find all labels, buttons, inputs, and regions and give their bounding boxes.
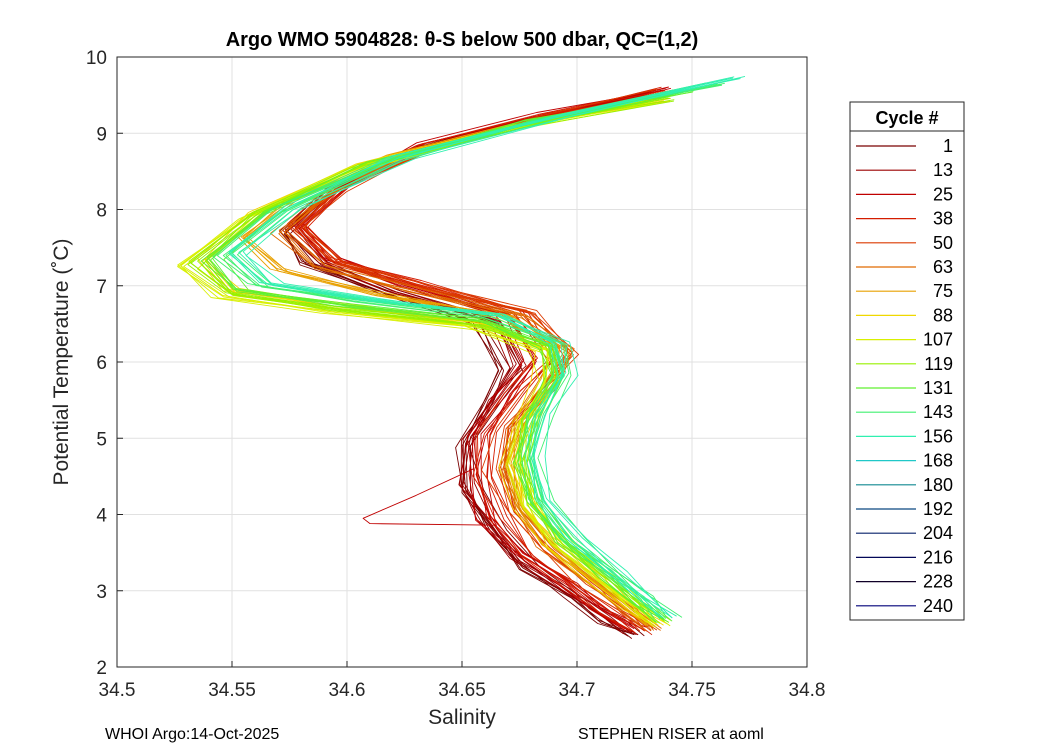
profile-line-cycle-156 <box>228 76 735 618</box>
legend-label: 143 <box>923 402 953 422</box>
legend-label: 38 <box>933 209 953 229</box>
legend: Cycle # 1 13 25 38 50 63 75 88 107 119 131 143 156 16… <box>849 101 965 621</box>
y-tick-label: 3 <box>96 582 107 603</box>
y-axis-label: Potential Temperature (˚C) <box>50 238 73 485</box>
legend-label: 192 <box>923 499 953 519</box>
y-tick-label: 4 <box>96 506 107 527</box>
legend-label: 25 <box>933 184 953 204</box>
x-tick-label: 34.6 <box>329 680 366 701</box>
footer-left: WHOI Argo:14-Oct-2025 <box>105 726 280 743</box>
x-tick-label: 34.5 <box>99 680 136 701</box>
y-tick-label: 6 <box>96 353 107 374</box>
x-tick-label: 34.65 <box>438 680 486 701</box>
legend-label: 156 <box>923 426 953 446</box>
legend-label: 63 <box>933 257 953 277</box>
legend-label: 204 <box>923 523 953 543</box>
profile-line-cycle-156 <box>228 78 727 620</box>
profile-line-cycle-156 <box>245 75 746 619</box>
legend-entries: 1 13 25 38 50 63 75 88 107 119 131 143 156 168 180 192 2… <box>856 136 953 616</box>
x-ticks: 34.5 34.55 34.6 34.65 34.7 34.75 34.8 <box>99 661 826 701</box>
x-tick-label: 34.8 <box>789 680 826 701</box>
legend-label: 75 <box>933 281 953 301</box>
legend-label: 13 <box>933 160 953 180</box>
legend-label: 228 <box>923 572 953 592</box>
legend-label: 119 <box>924 354 953 374</box>
profiles <box>177 75 746 639</box>
legend-label: 180 <box>923 475 953 495</box>
profile-line-cycle-107 <box>180 101 648 624</box>
legend-label: 1 <box>943 136 953 156</box>
y-tick-label: 8 <box>96 201 107 222</box>
y-tick-label: 5 <box>96 429 107 450</box>
y-ticks: 2 3 4 5 6 7 8 9 10 <box>86 48 123 679</box>
x-tick-label: 34.7 <box>559 680 596 701</box>
y-tick-label: 7 <box>96 277 107 298</box>
x-axis-label: Salinity <box>428 706 496 729</box>
footer-right: STEPHEN RISER at aoml <box>578 726 764 743</box>
profile-line-cycle-107 <box>180 100 657 628</box>
y-tick-label: 10 <box>86 48 107 69</box>
legend-label: 216 <box>923 547 953 567</box>
plot-area: 34.5 34.55 34.6 34.65 34.7 34.75 34.8 2 3 4 5 6 7 8 9… <box>86 48 826 701</box>
legend-label: 131 <box>923 378 953 398</box>
y-tick-label: 2 <box>96 658 107 679</box>
anomaly-loop-cycle-1 <box>362 468 497 526</box>
legend-label: 88 <box>933 305 953 325</box>
profile-line-cycle-156 <box>242 78 741 617</box>
legend-label: 168 <box>923 451 953 471</box>
legend-label: 107 <box>923 330 953 350</box>
legend-title: Cycle # <box>875 108 938 128</box>
profile-line-cycle-143 <box>212 82 707 619</box>
legend-label: 50 <box>933 233 953 253</box>
y-tick-label: 9 <box>96 124 107 145</box>
x-tick-label: 34.55 <box>208 680 256 701</box>
profile-line-cycle-131 <box>210 91 684 624</box>
chart-title: Argo WMO 5904828: θ-S below 500 dbar, QC… <box>226 29 699 51</box>
legend-label: 240 <box>923 596 953 616</box>
x-tick-label: 34.75 <box>668 680 716 701</box>
